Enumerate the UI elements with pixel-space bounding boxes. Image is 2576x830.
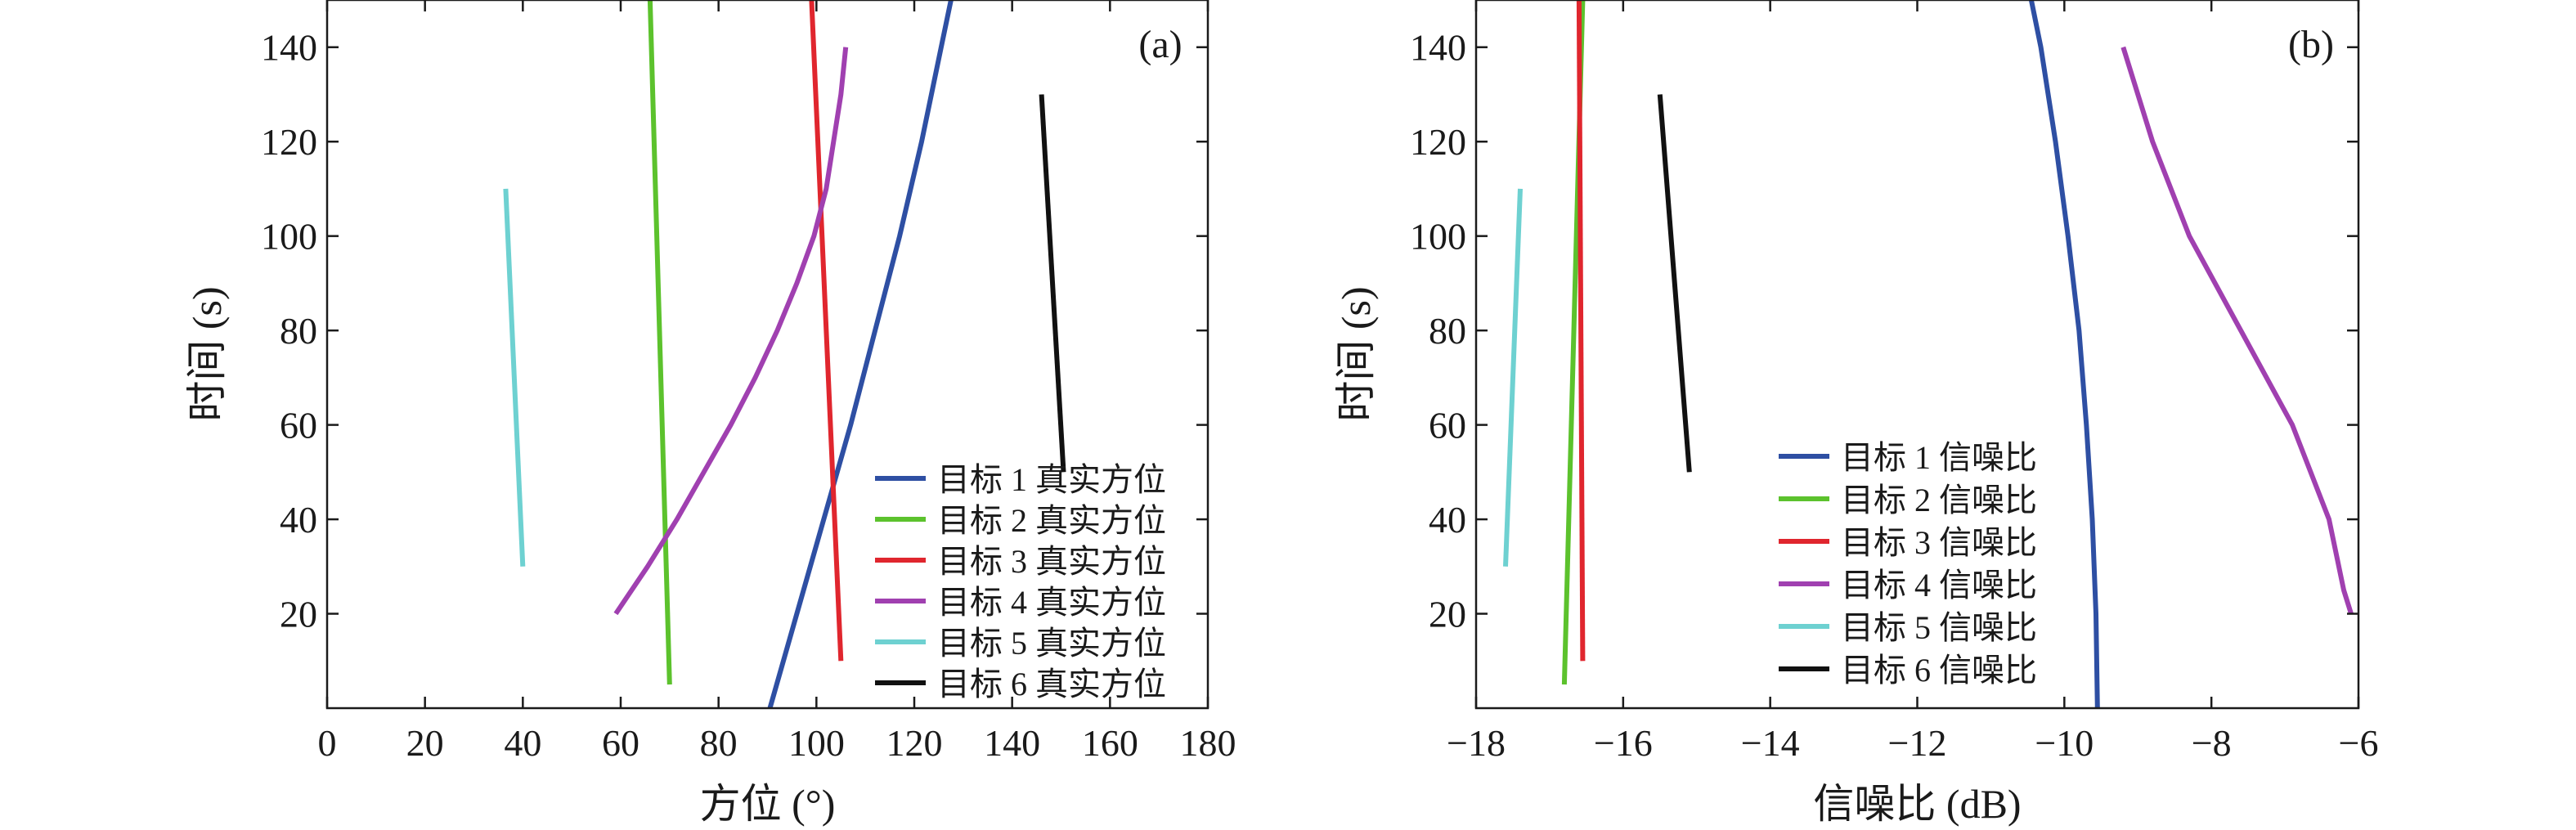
legend-entry: 目标 6 信噪比 <box>1841 652 2037 689</box>
panel-label: (b) <box>2288 23 2334 66</box>
legend-entry: 目标 6 真实方位 <box>937 666 1166 702</box>
legend-entry: 目标 1 信噪比 <box>1841 439 2037 476</box>
legend-entry: 目标 3 信噪比 <box>1841 524 2037 561</box>
legend-entry: 目标 5 真实方位 <box>937 625 1166 662</box>
x-tick-label: 40 <box>504 722 541 764</box>
y-tick-label: 120 <box>261 121 317 163</box>
x-tick-label: 80 <box>700 722 738 764</box>
series-line-6 <box>1657 94 1692 473</box>
y-tick-label: 20 <box>1429 594 1466 635</box>
y-tick-label: 80 <box>280 310 317 352</box>
series-line-2 <box>647 0 672 685</box>
series-line-5 <box>1503 188 1523 567</box>
legend-entry: 目标 1 真实方位 <box>937 461 1166 498</box>
legend-entry: 目标 3 真实方位 <box>937 543 1166 580</box>
x-axis-label: 方位 (°) <box>700 781 836 827</box>
y-tick-label: 140 <box>261 27 317 69</box>
y-axis-label: 时间 (s) <box>1333 286 1379 421</box>
x-tick-label: −18 <box>1447 722 1506 764</box>
x-tick-label: 100 <box>788 722 845 764</box>
series-group <box>503 0 1066 708</box>
axes-frame <box>325 0 1209 710</box>
series-line-4 <box>2120 46 2354 615</box>
series-line-1 <box>2028 0 2100 708</box>
x-tick-label: 120 <box>886 722 943 764</box>
panel-a: 0 20 40 60 80 100 120 140 160 180 20 40 60 80 100 120 14… <box>184 0 1236 827</box>
legend-entry: 目标 5 信噪比 <box>1841 609 2037 646</box>
series-line-3 <box>809 0 844 662</box>
legend-entry: 目标 2 信噪比 <box>1841 482 2037 518</box>
x-tick-label: −6 <box>2339 722 2379 764</box>
x-tick-label: 0 <box>318 722 337 764</box>
y-tick-label: 80 <box>1429 310 1466 352</box>
series-line-4 <box>613 47 849 616</box>
x-tick-label: −16 <box>1594 722 1653 764</box>
x-tick-label: 20 <box>406 722 444 764</box>
series-line-5 <box>503 188 526 567</box>
x-tick-label: 60 <box>602 722 640 764</box>
x-tick-label: −14 <box>1741 722 1800 764</box>
y-tick-label: 100 <box>261 216 317 258</box>
panel-label: (a) <box>1138 23 1182 66</box>
x-tick-label: −8 <box>2192 722 2232 764</box>
y-tick-label: 100 <box>1410 216 1466 258</box>
x-tick-label: 140 <box>984 722 1040 764</box>
y-axis-label: 时间 (s) <box>184 286 230 421</box>
series-line-6 <box>1039 94 1066 473</box>
legend-entry: 目标 2 真实方位 <box>937 502 1166 539</box>
series-line-1 <box>767 0 954 708</box>
x-tick-label: 160 <box>1082 722 1138 764</box>
legend-entry: 目标 4 信噪比 <box>1841 567 2037 603</box>
x-tick-label: −10 <box>2035 722 2094 764</box>
series-line-3 <box>1576 0 1586 662</box>
x-axis-label: 信噪比 (dB) <box>1813 781 2021 827</box>
y-tick-label: 60 <box>280 405 317 446</box>
series-group <box>1503 0 2354 708</box>
y-tick-label: 40 <box>1429 499 1466 541</box>
y-tick-label: 140 <box>1410 27 1466 69</box>
panel-b: −18 −16 −14 −12 −10 −8 −6 20 40 60 80 100 120 140 信噪比 … <box>1333 0 2378 827</box>
y-tick-label: 120 <box>1410 121 1466 163</box>
x-tick-label: −12 <box>1888 722 1947 764</box>
y-tick-label: 60 <box>1429 405 1466 446</box>
y-tick-label: 20 <box>280 594 317 635</box>
x-tick-label: 180 <box>1180 722 1236 764</box>
y-tick-label: 40 <box>280 499 317 541</box>
legend-entry: 目标 4 真实方位 <box>937 584 1166 621</box>
